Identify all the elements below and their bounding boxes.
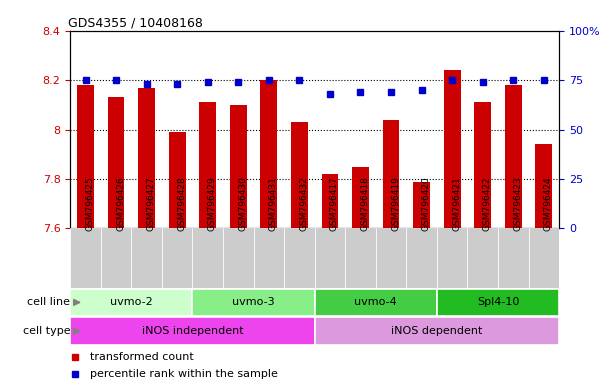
Text: GSM796424: GSM796424 [544, 177, 553, 232]
Bar [291, 122, 308, 228]
Text: uvmo-2: uvmo-2 [110, 297, 153, 308]
Text: GSM796418: GSM796418 [360, 177, 370, 232]
Bar [345, 228, 376, 288]
Bar [192, 228, 223, 288]
Bar [284, 228, 315, 288]
Bar [382, 120, 400, 228]
Text: GSM796428: GSM796428 [177, 177, 186, 232]
Bar [444, 70, 461, 228]
Bar [467, 228, 498, 288]
Text: GSM796417: GSM796417 [330, 177, 339, 232]
Text: GSM796421: GSM796421 [452, 177, 461, 232]
Text: GSM796419: GSM796419 [391, 177, 400, 232]
Text: iNOS independent: iNOS independent [142, 326, 243, 336]
Text: GSM796420: GSM796420 [422, 177, 431, 232]
Text: GDS4355 / 10408168: GDS4355 / 10408168 [68, 17, 203, 30]
Text: GSM796426: GSM796426 [116, 177, 125, 232]
Bar [70, 228, 101, 288]
Text: cell type: cell type [23, 326, 70, 336]
Text: uvmo-3: uvmo-3 [232, 297, 275, 308]
Bar [352, 167, 369, 228]
Bar [376, 228, 406, 288]
Text: percentile rank within the sample: percentile rank within the sample [90, 369, 277, 379]
Bar [474, 103, 491, 228]
Text: iNOS dependent: iNOS dependent [391, 326, 483, 336]
Bar [254, 228, 284, 288]
Bar [169, 132, 186, 228]
Text: GSM796422: GSM796422 [483, 177, 492, 232]
Bar [535, 144, 552, 228]
Bar [101, 228, 131, 288]
Text: GSM796429: GSM796429 [208, 177, 217, 232]
Bar [199, 103, 216, 228]
Bar [131, 228, 162, 288]
Text: GSM796432: GSM796432 [299, 177, 309, 232]
Text: GSM796431: GSM796431 [269, 177, 278, 232]
Bar [529, 228, 559, 288]
Bar [230, 105, 247, 228]
Bar [413, 182, 430, 228]
Bar [223, 228, 254, 288]
Text: GSM796430: GSM796430 [238, 177, 247, 232]
Text: cell line: cell line [27, 297, 70, 308]
Bar [260, 80, 277, 228]
Bar [437, 289, 559, 316]
Text: uvmo-4: uvmo-4 [354, 297, 397, 308]
Bar [138, 88, 155, 228]
Bar [162, 228, 192, 288]
Bar [70, 289, 192, 316]
Bar [437, 228, 467, 288]
Bar [77, 85, 94, 228]
Bar [315, 317, 559, 345]
Text: GSM796425: GSM796425 [86, 177, 95, 232]
Bar [498, 228, 529, 288]
Bar [70, 317, 315, 345]
Bar [315, 289, 437, 316]
Bar [406, 228, 437, 288]
Text: Spl4-10: Spl4-10 [477, 297, 519, 308]
Bar [192, 289, 315, 316]
Text: GSM796427: GSM796427 [147, 177, 156, 232]
Bar [108, 98, 125, 228]
Bar [505, 85, 522, 228]
Text: transformed count: transformed count [90, 352, 194, 362]
Text: GSM796423: GSM796423 [513, 177, 522, 232]
Bar [321, 174, 338, 228]
Bar [315, 228, 345, 288]
